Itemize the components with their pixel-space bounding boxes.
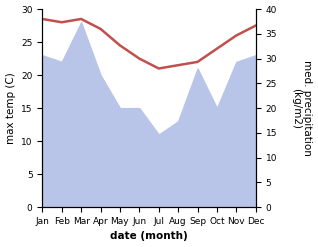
Y-axis label: max temp (C): max temp (C) — [5, 72, 16, 144]
Y-axis label: med. precipitation
(kg/m2): med. precipitation (kg/m2) — [291, 60, 313, 156]
X-axis label: date (month): date (month) — [110, 231, 188, 242]
